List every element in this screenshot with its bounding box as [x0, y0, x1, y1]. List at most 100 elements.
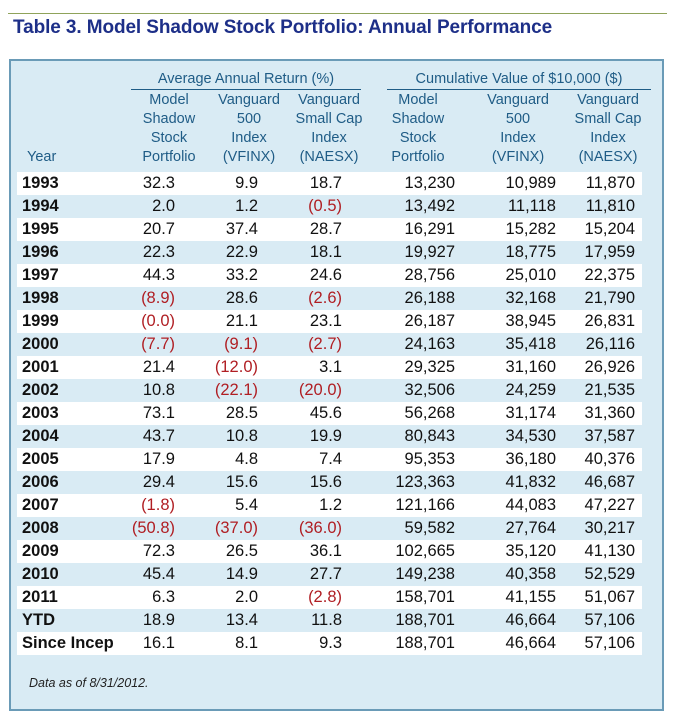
- value-cell: 7.4: [319, 450, 342, 468]
- group-header-cumulative-value: Cumulative Value of $10,000 ($): [415, 71, 623, 87]
- value-cell: 41,155: [505, 588, 556, 606]
- value-cell: 46,664: [505, 611, 556, 629]
- value-cell: 57,106: [584, 611, 635, 629]
- value-cell: 26,926: [584, 358, 635, 376]
- value-cell: 22.9: [225, 243, 258, 261]
- value-cell: 37.4: [225, 220, 258, 238]
- table-row: 2001 21.4 (12.0) 3.1 29,325 31,160 26,926: [17, 356, 642, 379]
- value-cell: (36.0): [298, 519, 342, 537]
- value-cell: 24,259: [505, 381, 556, 399]
- year-cell: 1995: [22, 220, 59, 238]
- table-row: 1996 22.3 22.9 18.1 19,927 18,775 17,959: [17, 241, 642, 264]
- value-cell: 59,582: [404, 519, 455, 537]
- table-row: 2009 72.3 26.5 36.1 102,665 35,120 41,130: [17, 540, 642, 563]
- table-row: 1994 2.0 1.2 (0.5) 13,492 11,118 11,810: [17, 195, 642, 218]
- value-cell: 9.9: [235, 174, 258, 192]
- value-cell: 18.7: [309, 174, 342, 192]
- table-row: 2011 6.3 2.0 (2.8) 158,701 41,155 51,067: [17, 586, 642, 609]
- year-cell: 2002: [22, 381, 59, 399]
- table-row: YTD 18.9 13.4 11.8 188,701 46,664 57,106: [17, 609, 642, 632]
- value-cell: 26.5: [225, 542, 258, 560]
- value-cell: 1.2: [235, 197, 258, 215]
- year-cell: 2003: [22, 404, 59, 422]
- column-header-model-shadow-return: Model Shadow Stock Portfolio: [142, 92, 196, 165]
- value-cell: (8.9): [141, 289, 175, 307]
- value-cell: 46,687: [584, 473, 635, 491]
- value-cell: 11,118: [507, 197, 556, 215]
- value-cell: (7.7): [141, 335, 175, 353]
- value-cell: 15,282: [505, 220, 556, 238]
- value-cell: 1.2: [319, 496, 342, 514]
- table-row: 2010 45.4 14.9 27.7 149,238 40,358 52,529: [17, 563, 642, 586]
- value-cell: 4.8: [235, 450, 258, 468]
- value-cell: 11.8: [311, 611, 342, 629]
- value-cell: 158,701: [395, 588, 455, 606]
- top-rule: [8, 13, 667, 14]
- value-cell: 22.3: [142, 243, 175, 261]
- table-row: 2006 29.4 15.6 15.6 123,363 41,832 46,687: [17, 471, 642, 494]
- value-cell: 21,535: [584, 381, 635, 399]
- value-cell: 8.1: [235, 634, 258, 652]
- value-cell: 25,010: [505, 266, 556, 284]
- value-cell: (20.0): [298, 381, 342, 399]
- value-cell: 22,375: [584, 266, 635, 284]
- value-cell: 18.9: [142, 611, 175, 629]
- value-cell: 28,756: [404, 266, 455, 284]
- table-row: 2000 (7.7) (9.1) (2.7) 24,163 35,418 26,116: [17, 333, 642, 356]
- value-cell: 6.3: [152, 588, 175, 606]
- value-cell: 10,989: [505, 174, 556, 192]
- year-cell: YTD: [22, 611, 55, 629]
- value-cell: 40,358: [505, 565, 556, 583]
- value-cell: 36,180: [505, 450, 556, 468]
- value-cell: 31,174: [505, 404, 556, 422]
- value-cell: 9.3: [319, 634, 342, 652]
- value-cell: 15,204: [584, 220, 635, 238]
- value-cell: 31,360: [584, 404, 635, 422]
- value-cell: 52,529: [584, 565, 635, 583]
- value-cell: 27.7: [309, 565, 342, 583]
- value-cell: (2.8): [308, 588, 342, 606]
- value-cell: 19.9: [309, 427, 342, 445]
- value-cell: 51,067: [584, 588, 635, 606]
- value-cell: 95,353: [404, 450, 455, 468]
- value-cell: 46,664: [505, 634, 556, 652]
- value-cell: (50.8): [131, 519, 175, 537]
- value-cell: 45.6: [309, 404, 342, 422]
- table-row: 2002 10.8 (22.1) (20.0) 32,506 24,259 21,535: [17, 379, 642, 402]
- value-cell: (2.6): [308, 289, 342, 307]
- value-cell: 10.8: [225, 427, 258, 445]
- value-cell: 11,810: [585, 197, 635, 215]
- value-cell: 15.6: [309, 473, 342, 491]
- group-underline-cumulative-value: [387, 89, 651, 90]
- column-header-naesx-value: Vanguard Small Cap Index (NAESX): [574, 92, 642, 165]
- column-header-vfinx-return: Vanguard 500 Index (VFINX): [218, 92, 280, 165]
- column-header-year: Year: [27, 149, 57, 165]
- table-row: Since Incep 16.1 8.1 9.3 188,701 46,664 57,106: [17, 632, 642, 655]
- table-row: 1995 20.7 37.4 28.7 16,291 15,282 15,204: [17, 218, 642, 241]
- year-cell: 1999: [22, 312, 59, 330]
- value-cell: 17.9: [142, 450, 175, 468]
- table-row: 2007 (1.8) 5.4 1.2 121,166 44,083 47,227: [17, 494, 642, 517]
- year-cell: 2011: [22, 588, 58, 606]
- value-cell: (2.7): [308, 335, 342, 353]
- year-cell: 2006: [22, 473, 59, 491]
- value-cell: 26,188: [404, 289, 455, 307]
- value-cell: 30,217: [584, 519, 635, 537]
- year-cell: 2005: [22, 450, 59, 468]
- value-cell: 40,376: [584, 450, 635, 468]
- table-row: 1998 (8.9) 28.6 (2.6) 26,188 32,168 21,790: [17, 287, 642, 310]
- table-row: 2003 73.1 28.5 45.6 56,268 31,174 31,360: [17, 402, 642, 425]
- value-cell: 13,492: [404, 197, 455, 215]
- year-cell: 1997: [22, 266, 59, 284]
- value-cell: 57,106: [584, 634, 635, 652]
- value-cell: (22.1): [214, 381, 258, 399]
- value-cell: 43.7: [142, 427, 175, 445]
- value-cell: 73.1: [142, 404, 175, 422]
- value-cell: 11,870: [585, 174, 635, 192]
- value-cell: 21.4: [142, 358, 175, 376]
- value-cell: 26,187: [404, 312, 455, 330]
- value-cell: 5.4: [235, 496, 258, 514]
- value-cell: 35,120: [505, 542, 556, 560]
- column-header-vfinx-value: Vanguard 500 Index (VFINX): [487, 92, 549, 165]
- value-cell: 80,843: [404, 427, 455, 445]
